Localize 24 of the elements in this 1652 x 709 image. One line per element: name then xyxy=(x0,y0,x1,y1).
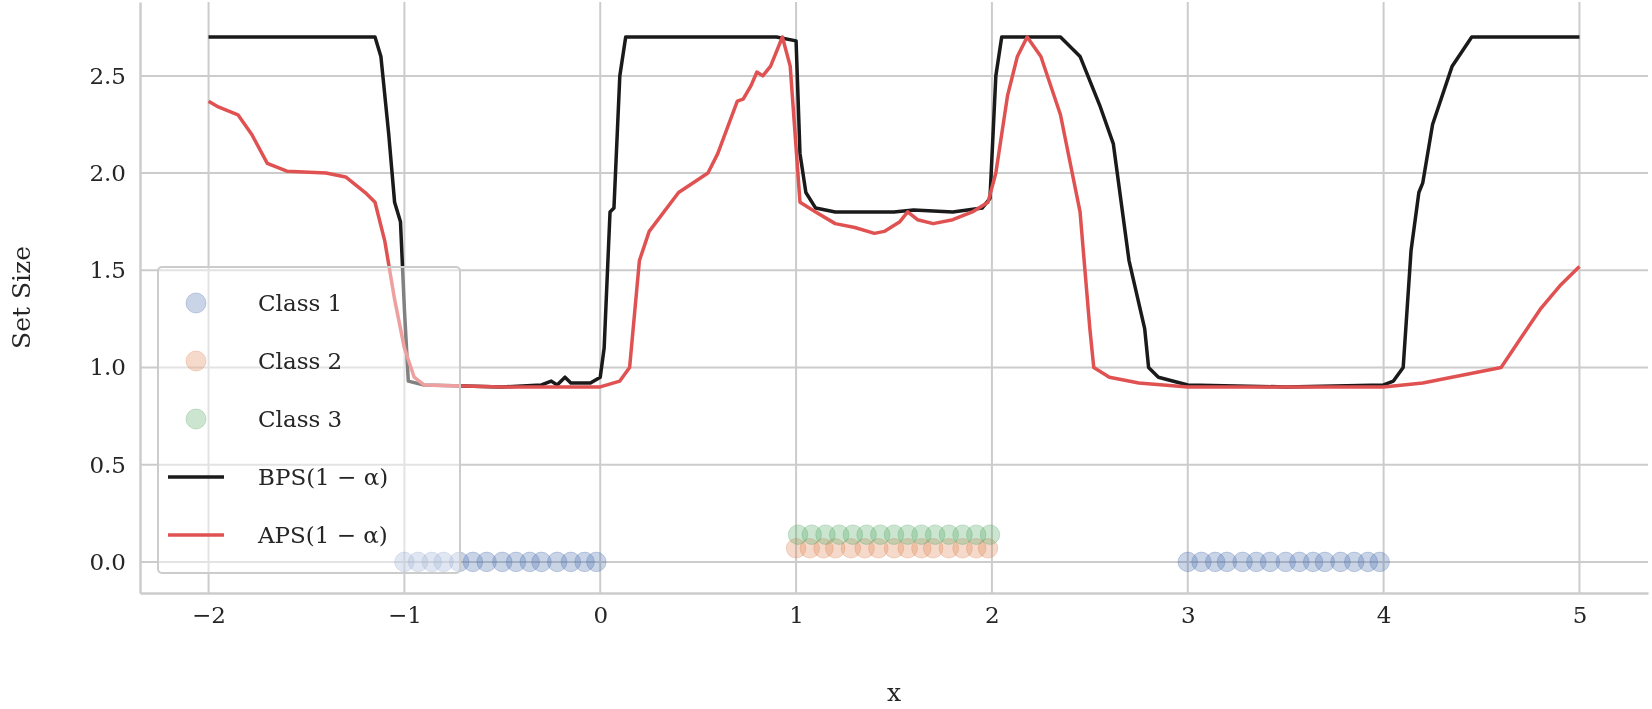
x-tick-label: 5 xyxy=(1572,602,1588,629)
y-tick-label: 2.0 xyxy=(89,159,126,186)
y-axis-title: Set Size xyxy=(7,245,36,350)
x-tick-label: 0 xyxy=(593,602,609,629)
x-tick-label: 1 xyxy=(789,602,804,629)
legend-label: Class 2 xyxy=(258,348,343,374)
y-tick-label: 0.5 xyxy=(89,451,126,478)
x-tick-label: 2 xyxy=(985,602,1000,629)
y-tick-label: 1.0 xyxy=(89,354,126,381)
legend-label: Class 1 xyxy=(258,290,343,316)
legend-label: APS(1 − α) xyxy=(257,522,388,548)
x-tick-label: −1 xyxy=(387,602,422,629)
point xyxy=(979,524,1001,545)
legend-label: Class 3 xyxy=(258,406,343,432)
y-tick-label: 0.0 xyxy=(89,548,126,575)
point xyxy=(586,551,607,573)
x-tick-label: 3 xyxy=(1180,602,1196,629)
point xyxy=(1369,551,1390,573)
legend-label: BPS(1 − α) xyxy=(258,464,389,490)
y-tick-label: 2.5 xyxy=(89,62,126,89)
x-axis-title: x xyxy=(886,678,902,707)
y-tick-label: 1.5 xyxy=(89,257,126,284)
x-tick-label: 4 xyxy=(1376,602,1392,629)
x-tick-label: −2 xyxy=(192,602,226,629)
